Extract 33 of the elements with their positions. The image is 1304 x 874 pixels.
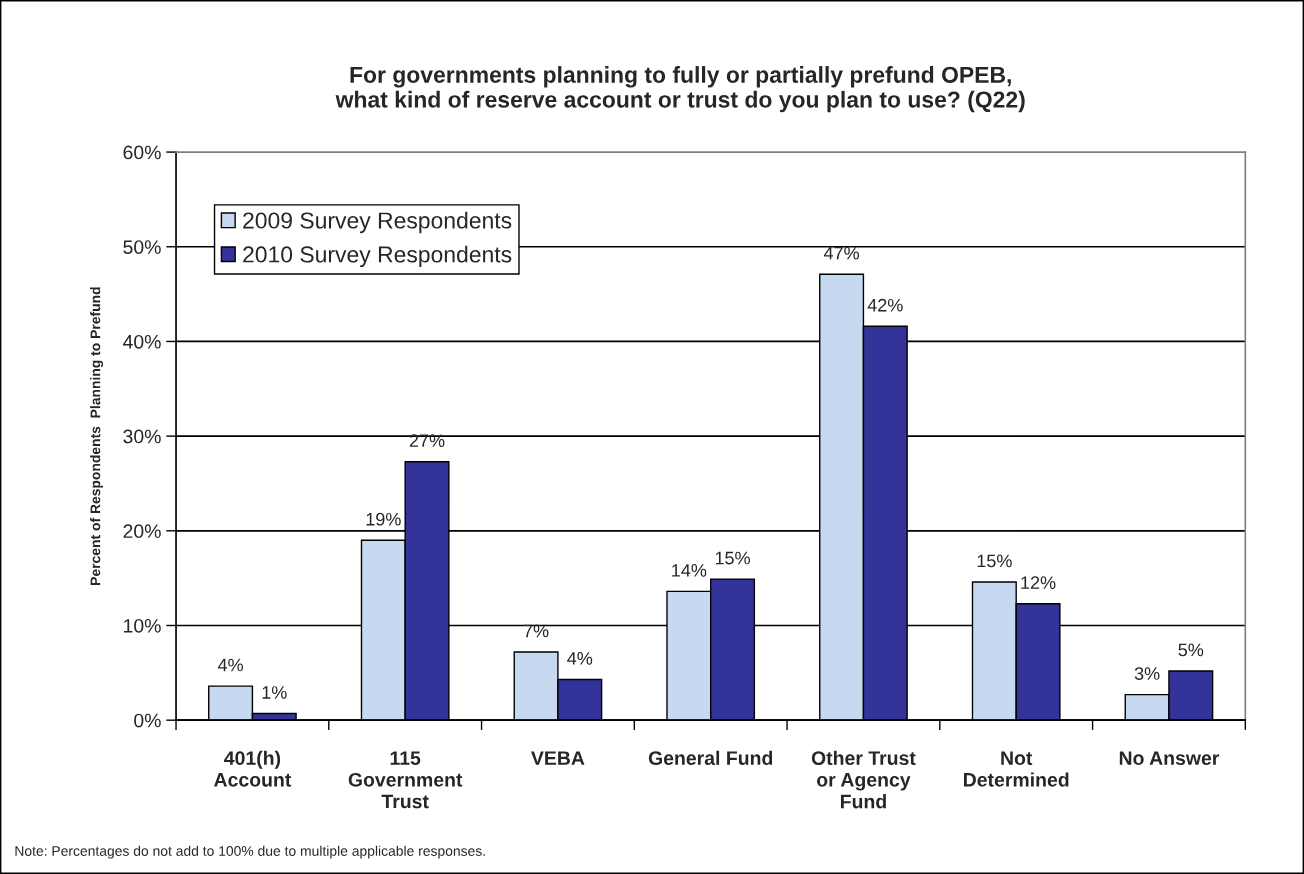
x-tick-label: Not Determined [964,751,1069,787]
y-tick-label: 0% [134,713,161,728]
data-label: 42% [867,298,903,312]
data-label: 1% [262,686,287,699]
data-label: 15% [715,551,750,565]
y-tick-label: 10% [124,618,161,633]
text: Note: Percentages do not add to 100% due to multiple applicable responses. [15,845,485,859]
y-tick-label: 30% [123,429,161,444]
y-tick-label: 60% [123,145,161,160]
chart-title: For governments planning to fully or partially prefund OPEB, what kind of reserve account or trust do you plan to use? (Q22) [335,66,1025,113]
x-tick-label: VEBA [531,751,585,765]
y-tick-label: 20% [123,524,161,539]
data-label: 4% [567,652,593,665]
y-tick-label: 40% [122,334,161,349]
x-tick-label: 401(h) Account [214,750,292,787]
x-tick-label: Other Trust or Agency Fund [811,750,916,809]
data-label: 15% [977,554,1012,568]
data-label: 27% [409,434,445,447]
data-label: 5% [1178,643,1204,657]
legend-label: 2010 Survey Respondents [243,245,512,268]
x-tick-label: No Answer [1119,751,1220,766]
y-tick-label: 50% [123,240,161,254]
data-label: 14% [672,564,707,577]
x-tick-label: 115 Government Trust [348,751,463,809]
legend-label: 2009 Survey Respondents [243,211,512,234]
data-label: 4% [217,658,243,672]
y-axis-title: Percent of Respondents Planning to Prefund [90,287,104,585]
data-label: 12% [1021,576,1056,589]
data-label: 7% [523,624,549,638]
data-label: 3% [1134,667,1160,680]
data-label: 47% [823,246,860,260]
x-tick-label: General Fund [648,750,773,766]
data-label: 19% [366,512,401,526]
